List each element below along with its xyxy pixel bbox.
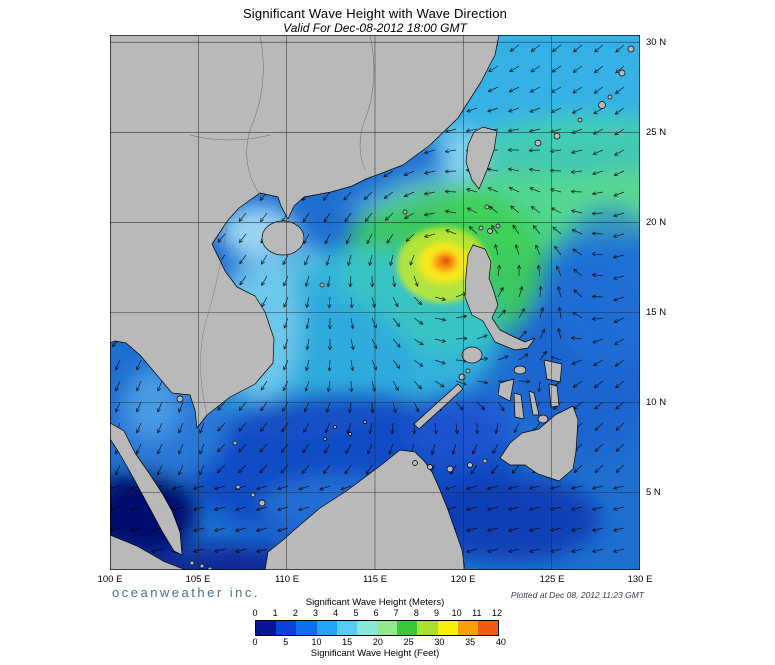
page-title: Significant Wave Height with Wave Direct… <box>242 6 508 21</box>
valid-time-subtitle: Valid For Dec-08-2012 18:00 GMT <box>283 21 467 35</box>
meters-tick-10: 10 <box>451 608 462 618</box>
lon-label-120e: 120 E <box>450 574 476 585</box>
lat-label-15n: 15 N <box>646 307 667 318</box>
colorbar-segment-8 <box>417 621 438 635</box>
meters-tick-7: 7 <box>393 608 399 618</box>
lat-label-30n: 30 N <box>646 37 667 48</box>
mindanao <box>499 405 579 482</box>
feet-tick-10: 10 <box>311 637 322 647</box>
colorbar-segment-11 <box>477 621 499 635</box>
feet-tick-15: 15 <box>342 637 353 647</box>
landmass-layer <box>110 35 635 570</box>
lat-label-10n: 10 N <box>646 397 667 408</box>
negros <box>513 392 525 420</box>
feet-tick-20: 20 <box>372 637 383 647</box>
colorbar-segment-0 <box>256 621 277 635</box>
lon-label-105e: 105 E <box>185 574 211 585</box>
meters-tick-6: 6 <box>373 608 379 618</box>
cebu <box>528 390 540 416</box>
sulu-archipelago <box>412 458 488 473</box>
meters-tick-4: 4 <box>333 608 339 618</box>
asia-mainland <box>110 35 500 429</box>
panay <box>497 378 515 402</box>
meters-tick-row: 0 1 2 3 4 5 6 7 8 9 10 11 12 <box>0 608 775 619</box>
ryukyu-islands <box>534 45 635 147</box>
feet-tick-5: 5 <box>283 637 289 647</box>
feet-tick-row: 0 5 10 15 20 25 30 35 40 <box>0 637 775 648</box>
masbate <box>513 365 527 375</box>
small-islands <box>176 204 501 570</box>
colorbar-segment-5 <box>356 621 378 635</box>
lat-label-25n: 25 N <box>646 127 667 138</box>
meters-tick-9: 9 <box>433 608 440 618</box>
colorbar-segment-10 <box>457 621 478 635</box>
mindoro <box>461 346 483 364</box>
meters-tick-11: 11 <box>472 608 482 618</box>
lon-label-110e: 110 E <box>274 574 300 585</box>
lon-label-130e: 130 E <box>627 574 653 585</box>
meters-tick-12: 12 <box>491 608 503 618</box>
colorbar-segment-2 <box>296 621 317 635</box>
oceanweather-logo-text: oceanweather inc. <box>112 585 261 600</box>
meters-tick-8: 8 <box>413 608 419 618</box>
meters-tick-2: 2 <box>292 608 298 618</box>
meters-tick-1: 1 <box>272 608 278 618</box>
hainan <box>261 220 305 256</box>
feet-tick-35: 35 <box>465 637 476 647</box>
map-canvas <box>110 35 640 570</box>
bohol <box>537 414 549 424</box>
sumatra <box>110 534 187 570</box>
inland-borders <box>189 35 375 416</box>
malay-peninsula <box>110 422 183 556</box>
feet-tick-40: 40 <box>495 637 506 647</box>
palawan <box>413 383 464 430</box>
lon-label-115e: 115 E <box>362 574 388 585</box>
feet-tick-0: 0 <box>252 637 258 647</box>
lon-label-100e: 100 E <box>97 574 123 585</box>
colorbar-segment-1 <box>276 621 297 635</box>
colorbar-segments <box>255 620 499 636</box>
luzon <box>464 244 536 351</box>
feet-tick-30: 30 <box>434 637 445 647</box>
colorbar-segment-9 <box>437 621 458 635</box>
lat-label-20n: 20 N <box>646 217 667 228</box>
plotted-at-text: Plotted at Dec 08, 2012 11:23 GMT <box>510 590 644 600</box>
graticule <box>110 35 640 570</box>
lat-label-5n: 5 N <box>646 487 661 498</box>
colorbar-segment-7 <box>397 621 418 635</box>
samar <box>543 359 563 383</box>
colorbar-meters-label: Significant Wave Height (Meters) <box>305 597 445 608</box>
feet-tick-25: 25 <box>403 637 414 647</box>
colorbar-segment-4 <box>336 621 357 635</box>
meters-tick-3: 3 <box>312 608 319 618</box>
meters-tick-5: 5 <box>353 608 359 618</box>
colorbar-feet-label: Significant Wave Height (Feet) <box>310 648 440 659</box>
borneo <box>264 449 466 570</box>
meters-tick-0: 0 <box>252 608 258 618</box>
colorbar-segment-3 <box>316 621 337 635</box>
taiwan <box>465 126 498 190</box>
colorbar-segment-6 <box>377 621 398 635</box>
lon-label-125e: 125 E <box>539 574 565 585</box>
